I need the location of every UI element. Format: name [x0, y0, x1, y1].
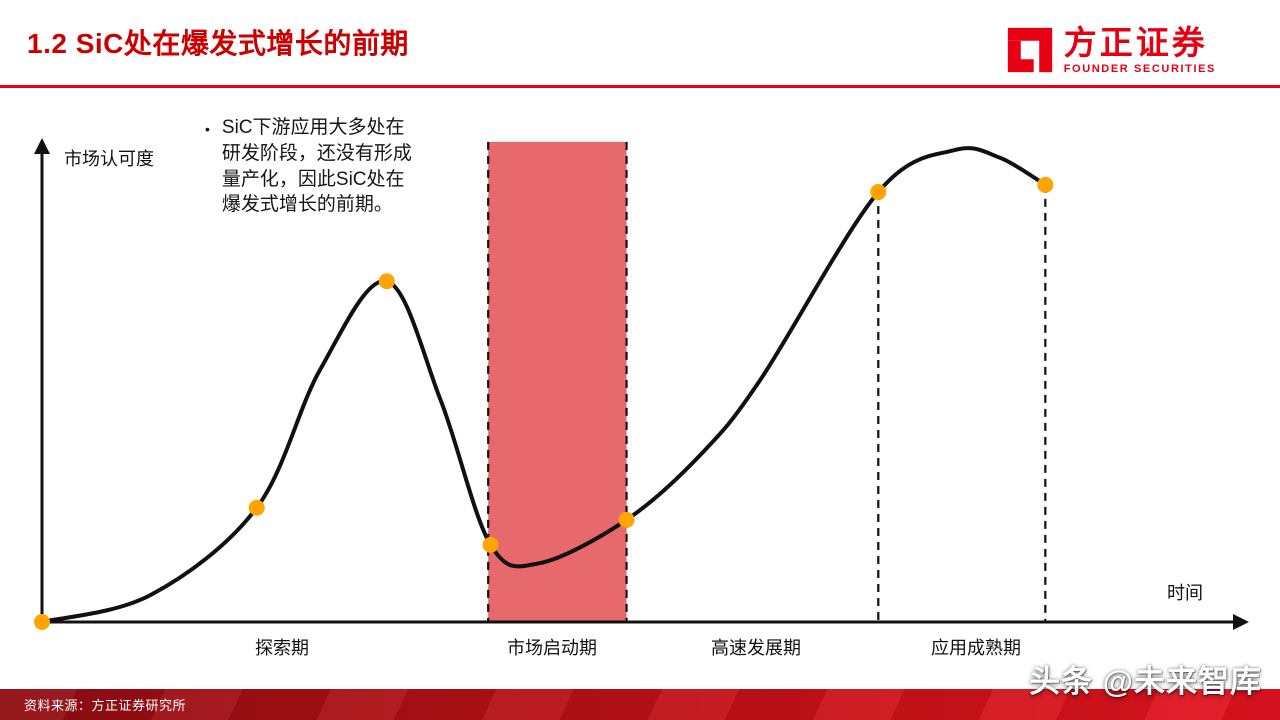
curve-point-dot: [618, 511, 635, 528]
header-divider: [0, 85, 1280, 88]
bullet-note: • SiC下游应用大多处在研发阶段，还没有形成量产化，因此SiC处在爆发式增长的…: [205, 115, 417, 218]
curve-point-dot: [378, 273, 395, 290]
curve-point-dot: [870, 184, 887, 201]
founder-logo-icon: [1007, 28, 1052, 73]
logo-text: 方正证券 FOUNDER SECURITIES: [1063, 24, 1216, 75]
page-title: 1.2 SiC处在爆发式增长的前期: [27, 28, 409, 59]
market-launch-band: [488, 141, 627, 623]
phase-label-exploration: 探索期: [255, 638, 309, 658]
bullet-marker: •: [205, 121, 210, 137]
phase-label-market-launch: 市场启动期: [507, 638, 597, 658]
footer-bar: 资料来源：方正证券研究所: [0, 689, 1280, 720]
bullet-note-text: SiC下游应用大多处在研发阶段，还没有形成量产化，因此SiC处在爆发式增长的前期…: [221, 117, 412, 216]
source-note: 资料来源：方正证券研究所: [24, 698, 187, 713]
x-axis-label: 时间: [1167, 583, 1203, 603]
phase-label-maturity: 应用成熟期: [931, 638, 1021, 658]
curve-point-dot: [482, 536, 499, 553]
curve-point-dot: [34, 614, 50, 630]
logo-name-en: FOUNDER SECURITIES: [1063, 62, 1216, 75]
watermark-text: 头条 @未来智库: [1029, 664, 1262, 699]
logo-name-cn: 方正证券: [1063, 24, 1208, 61]
curve-point-dot: [1037, 176, 1054, 193]
hype-curve-chart: [34, 138, 1249, 630]
y-axis-label: 市场认可度: [64, 149, 154, 169]
phase-label-rapid-growth: 高速发展期: [711, 638, 801, 658]
curve-point-dot: [248, 499, 265, 516]
x-axis-arrow-icon: [1233, 614, 1249, 630]
founder-securities-logo: 方正证券 FOUNDER SECURITIES: [1006, 24, 1216, 75]
y-axis-arrow-icon: [34, 138, 50, 154]
hype-curve: [40, 146, 1048, 624]
